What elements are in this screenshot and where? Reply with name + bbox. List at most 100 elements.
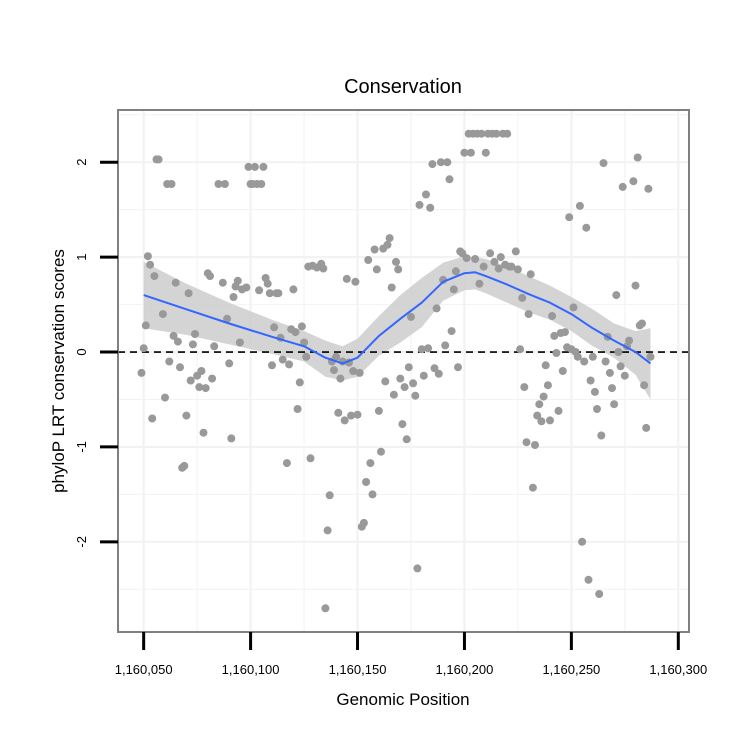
y-axis-title: phyloP LRT conservation scores bbox=[49, 249, 68, 493]
data-point bbox=[492, 129, 501, 138]
data-point bbox=[250, 162, 259, 171]
data-point bbox=[400, 383, 409, 392]
data-point bbox=[372, 265, 381, 274]
data-point bbox=[629, 177, 638, 186]
data-point bbox=[511, 247, 520, 256]
data-point bbox=[188, 340, 197, 349]
data-point bbox=[220, 180, 229, 188]
data-point bbox=[289, 285, 298, 294]
data-point bbox=[610, 400, 619, 409]
data-point bbox=[543, 381, 552, 390]
data-point bbox=[618, 182, 627, 191]
data-point bbox=[586, 376, 595, 385]
data-point bbox=[441, 341, 450, 350]
data-point bbox=[640, 381, 649, 390]
data-point bbox=[392, 257, 400, 266]
data-point bbox=[588, 352, 597, 361]
data-point bbox=[419, 371, 428, 380]
chart-title: Conservation bbox=[344, 76, 462, 98]
data-point bbox=[550, 331, 559, 340]
data-point bbox=[223, 314, 232, 323]
data-point bbox=[443, 158, 452, 167]
data-point bbox=[620, 371, 629, 380]
data-point bbox=[210, 342, 219, 351]
data-point bbox=[227, 434, 236, 443]
data-point bbox=[462, 254, 471, 263]
data-point bbox=[522, 438, 531, 447]
data-point bbox=[278, 355, 287, 364]
data-point bbox=[595, 590, 604, 598]
data-point bbox=[597, 431, 606, 440]
data-point bbox=[415, 200, 424, 209]
data-point bbox=[306, 454, 315, 463]
data-point bbox=[282, 459, 291, 468]
data-point bbox=[387, 283, 396, 292]
data-point bbox=[486, 249, 495, 258]
data-point bbox=[359, 518, 368, 527]
data-point bbox=[411, 391, 420, 400]
data-point bbox=[225, 359, 234, 368]
data-point bbox=[573, 352, 582, 361]
data-point bbox=[520, 383, 529, 392]
data-point bbox=[569, 303, 578, 312]
data-point bbox=[214, 180, 223, 188]
data-point bbox=[422, 190, 430, 199]
data-point bbox=[558, 367, 567, 375]
data-point bbox=[434, 369, 443, 378]
data-point bbox=[477, 129, 486, 138]
data-point bbox=[539, 392, 548, 401]
data-point bbox=[340, 416, 349, 425]
data-point bbox=[605, 368, 614, 377]
data-point bbox=[302, 352, 311, 361]
data-point bbox=[426, 203, 435, 212]
data-point bbox=[293, 405, 302, 413]
data-point bbox=[186, 376, 195, 385]
data-point bbox=[139, 344, 148, 353]
data-point bbox=[460, 148, 469, 157]
data-point bbox=[268, 361, 276, 370]
x-tick-label: 1,160,150 bbox=[329, 662, 387, 677]
x-tick-label: 1,160,300 bbox=[649, 662, 707, 677]
data-point bbox=[150, 272, 159, 281]
data-point bbox=[593, 405, 601, 413]
data-point bbox=[242, 283, 251, 292]
data-point bbox=[334, 408, 343, 417]
data-point bbox=[445, 175, 454, 184]
data-point bbox=[447, 327, 456, 336]
panel-border bbox=[117, 109, 690, 633]
data-point bbox=[362, 478, 371, 486]
data-point bbox=[471, 255, 480, 263]
data-point bbox=[195, 383, 204, 392]
data-point bbox=[608, 384, 616, 393]
data-point bbox=[169, 331, 178, 340]
data-point bbox=[601, 357, 610, 366]
data-point bbox=[561, 328, 569, 337]
data-point bbox=[528, 483, 537, 492]
data-point bbox=[229, 293, 238, 301]
data-point bbox=[580, 357, 589, 366]
data-point bbox=[235, 338, 244, 347]
data-point bbox=[612, 291, 621, 300]
data-point bbox=[158, 310, 167, 319]
y-tick-label: 0 bbox=[74, 348, 89, 355]
data-point bbox=[548, 312, 557, 320]
data-point bbox=[383, 240, 392, 249]
y-tick-label: 1 bbox=[74, 253, 89, 260]
data-point bbox=[263, 279, 272, 288]
data-point bbox=[436, 158, 445, 167]
data-point bbox=[599, 159, 608, 168]
data-point bbox=[377, 447, 385, 456]
data-point bbox=[319, 264, 328, 273]
data-point bbox=[381, 377, 390, 386]
data-point bbox=[330, 366, 338, 375]
data-point bbox=[552, 349, 561, 357]
data-point bbox=[385, 234, 394, 243]
data-point bbox=[353, 410, 362, 419]
data-point bbox=[389, 390, 398, 399]
data-point bbox=[413, 564, 422, 573]
data-point bbox=[347, 411, 356, 420]
data-point bbox=[578, 537, 587, 546]
data-point bbox=[646, 352, 655, 361]
data-point bbox=[454, 363, 462, 372]
